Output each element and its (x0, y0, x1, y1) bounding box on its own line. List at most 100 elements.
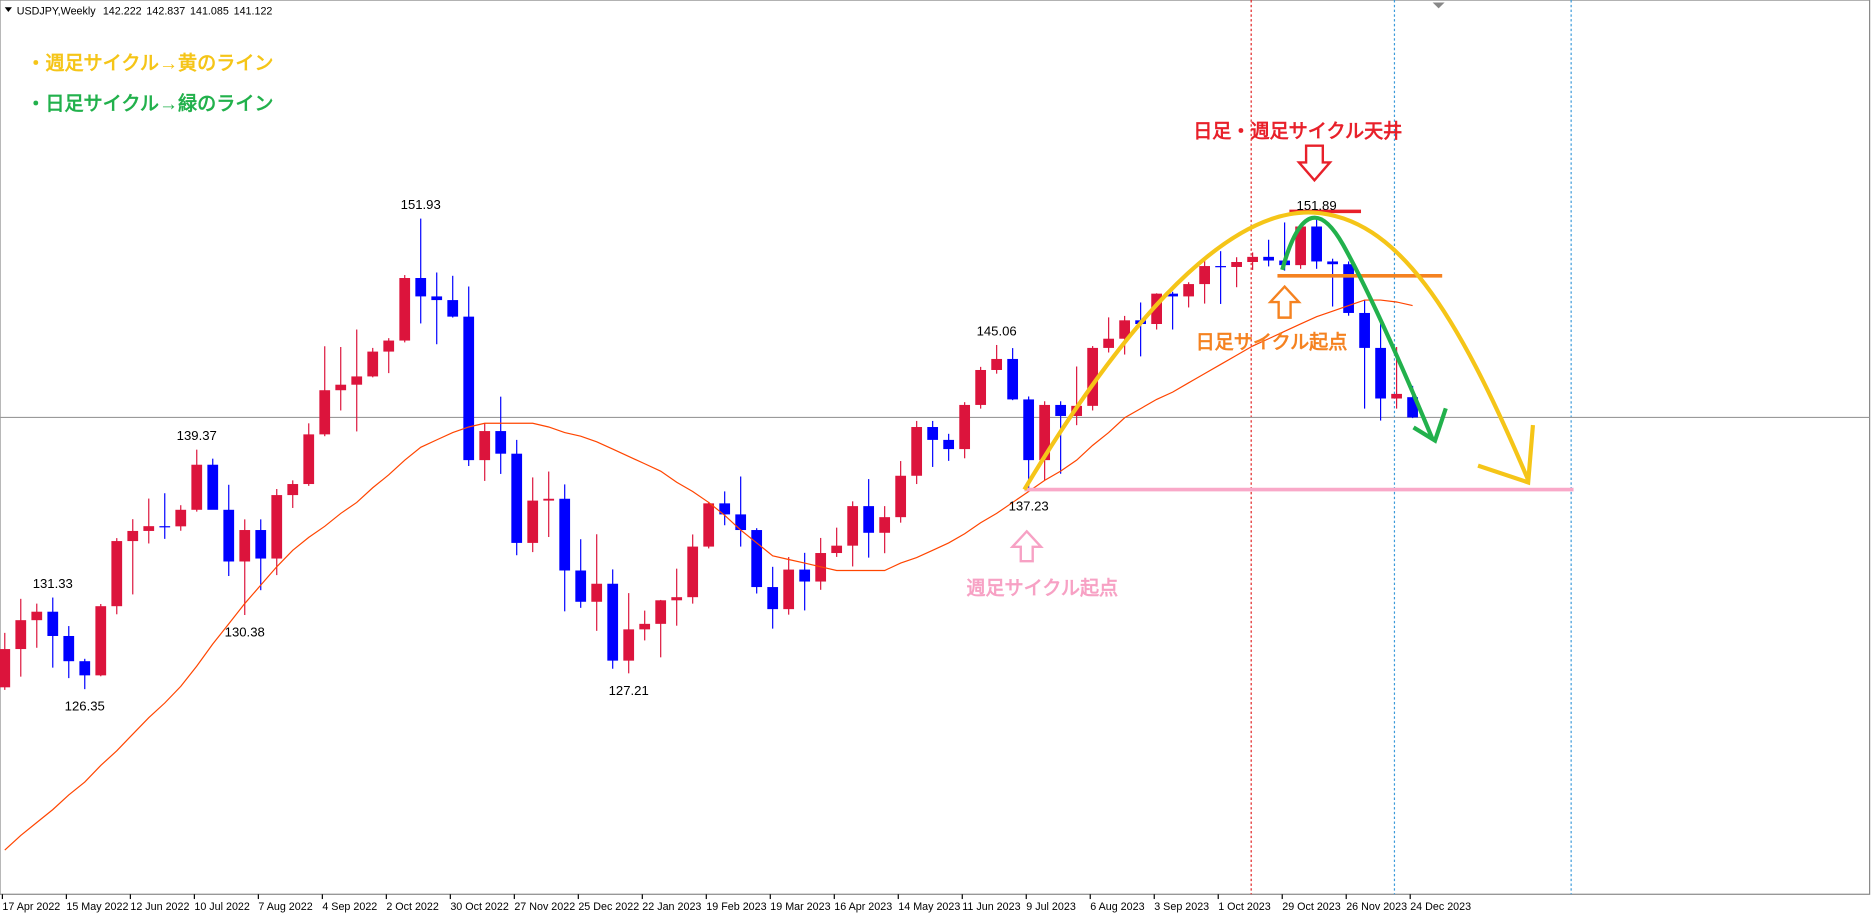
candle-body (239, 530, 251, 562)
top-arrow (1296, 144, 1333, 183)
x-tick-label: 3 Sep 2023 (1154, 901, 1209, 913)
x-tick-label: 27 Nov 2022 (514, 901, 575, 913)
candle-body (223, 509, 235, 562)
candle-body (1327, 261, 1338, 265)
x-tick-label: 10 Jul 2022 (194, 901, 250, 913)
candle-body (447, 300, 459, 317)
candle-body (1023, 399, 1035, 461)
candle-body (207, 464, 219, 510)
candle-body (879, 517, 891, 533)
candle-body (191, 464, 203, 510)
candle-body (111, 541, 123, 607)
weekly-cycle-arc (1022, 210, 1531, 491)
candle-body (159, 526, 171, 528)
candle-body (1215, 266, 1226, 268)
x-tick-label: 12 Jun 2022 (130, 901, 189, 913)
candle-body (79, 661, 91, 676)
candle-body (799, 569, 811, 582)
weekly-cycle-arrowhead (1477, 424, 1536, 486)
candle-body (1039, 404, 1051, 461)
candle-body (463, 316, 475, 461)
candle-body (383, 340, 395, 352)
candle-body (63, 635, 75, 662)
price-label: 127.21 (609, 683, 649, 698)
scroll-marker (1432, 2, 1445, 9)
drawings (1009, 2, 1574, 563)
candle-body (15, 620, 27, 650)
header-icon (4, 7, 12, 12)
candle-body (143, 526, 155, 531)
x-tick-label: 14 May 2023 (898, 901, 960, 913)
candle-body (959, 404, 971, 450)
daily-cycle-arc (1280, 215, 1435, 441)
candle-body (543, 498, 555, 501)
candle-body (527, 500, 539, 543)
x-tick-label: 6 Aug 2023 (1090, 901, 1144, 913)
x-tick-label: 19 Feb 2023 (706, 901, 766, 913)
candle-body (719, 503, 731, 515)
x-tick-label: 19 Mar 2023 (770, 901, 830, 913)
candle-body (1151, 293, 1163, 324)
candle-body (1311, 226, 1322, 262)
candle-body (703, 503, 715, 547)
candle-body (367, 351, 379, 377)
x-tick-label: 16 Apr 2023 (834, 901, 892, 913)
candle-body (847, 506, 859, 546)
x-axis: 17 Apr 2022 15 May 2022 12 Jun 2022 10 Jul … (1, 894, 1471, 913)
plot-frame (0, 0, 1871, 895)
candle-body (431, 296, 443, 301)
candle-body (911, 427, 923, 476)
candle-body (319, 390, 331, 435)
ohlc-open: 142.222 (103, 5, 142, 17)
daily-legend: ・日足サイクル→緑のライン (26, 92, 273, 115)
price-label: 151.89 (1297, 198, 1337, 213)
weekly-start-arrow (1009, 529, 1044, 563)
price-label: 137.23 (1009, 498, 1049, 513)
top-label: 日足・週足サイクル天井 (1193, 120, 1402, 142)
candle-body (783, 569, 795, 610)
candle-body (399, 278, 411, 341)
x-tick-label: 11 Jun 2023 (962, 901, 1020, 913)
candle-body (671, 597, 683, 601)
candle-body (255, 530, 267, 559)
x-tick-label: 1 Oct 2023 (1218, 901, 1271, 913)
candle-body (975, 369, 987, 405)
daily-start-label: 日足サイクル起点 (1196, 332, 1348, 354)
candle-body (831, 545, 843, 554)
candle-body (1183, 284, 1194, 297)
candle-body (895, 475, 907, 518)
candle-body (1391, 393, 1402, 399)
candle-body (495, 431, 507, 454)
x-tick-label: 9 Jul 2023 (1026, 901, 1076, 913)
candle-body (351, 376, 363, 385)
candle-body (511, 453, 523, 543)
candle-body (415, 278, 427, 297)
candle-body (1295, 226, 1306, 266)
daily-start-arrow (1267, 284, 1302, 319)
annotations: ・週足サイクル→黄のライン ・日足サイクル→緑のライン 日足・週足サイクル天井 … (26, 51, 1402, 599)
candle-body (1103, 338, 1115, 348)
weekly-start-label: 週足サイクル起点 (966, 578, 1118, 600)
price-label: 145.06 (977, 323, 1017, 338)
x-tick-label: 30 Oct 2022 (450, 901, 509, 913)
reference-lines (0, 0, 1870, 895)
x-tick-label: 7 Aug 2022 (258, 901, 312, 913)
candle-body (687, 546, 699, 598)
candle-body (623, 629, 635, 661)
ohlc-close: 141.122 (234, 5, 273, 17)
price-label: 131.33 (33, 576, 73, 591)
candle-body (335, 384, 347, 391)
candle-body (271, 495, 283, 559)
x-tick-label: 24 Dec 2023 (1410, 901, 1471, 913)
candle-body (0, 649, 11, 688)
weekly-legend: ・週足サイクル→黄のライン (26, 51, 273, 74)
candle-body (1231, 262, 1242, 267)
x-tick-label: 26 Nov 2023 (1346, 901, 1407, 913)
chart-title: USDJPY,Weekly (17, 5, 97, 17)
x-tick-label: 17 Apr 2022 (2, 901, 60, 913)
candle-body (751, 530, 763, 588)
ma-line (4, 299, 1413, 851)
candle-body (1407, 397, 1418, 418)
candle-body (735, 514, 747, 531)
